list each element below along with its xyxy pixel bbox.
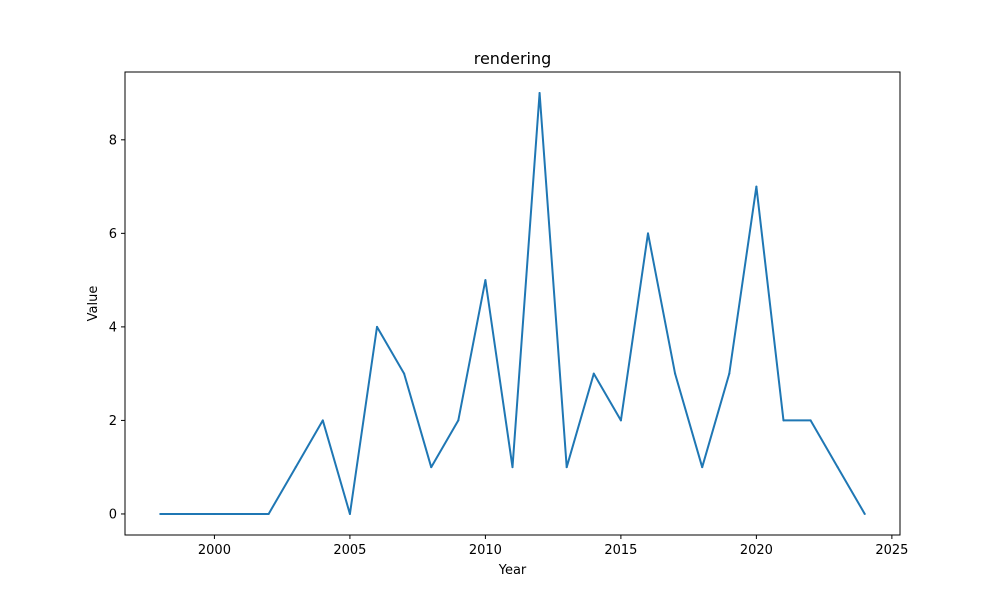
series-layer (159, 92, 866, 515)
data-point (213, 512, 216, 515)
x-tick-label: 2000 (198, 543, 231, 558)
data-point (267, 512, 270, 515)
data-point (186, 512, 189, 515)
x-axis: 2000 2005 2010 2015 2020 2025 (198, 535, 908, 558)
y-tick-label: 6 (109, 227, 117, 242)
data-point (430, 466, 433, 469)
data-point (674, 372, 677, 375)
data-point (782, 419, 785, 422)
data-point (457, 419, 460, 422)
y-tick-label: 0 (109, 507, 117, 522)
data-point (240, 512, 243, 515)
data-point (511, 466, 514, 469)
x-tick-label: 2025 (875, 543, 908, 558)
data-point (321, 419, 324, 422)
data-point (701, 466, 704, 469)
data-point (619, 419, 622, 422)
y-tick-label: 2 (109, 414, 117, 429)
data-point (646, 232, 649, 235)
data-point (376, 325, 379, 328)
data-point (755, 185, 758, 188)
data-point (348, 512, 351, 515)
y-tick-label: 4 (109, 320, 117, 335)
x-tick-label: 2015 (604, 543, 637, 558)
y-tick-label: 8 (109, 133, 117, 148)
data-point (809, 419, 812, 422)
data-point (159, 512, 162, 515)
data-point (592, 372, 595, 375)
data-point (565, 466, 568, 469)
x-tick-label: 2010 (469, 543, 502, 558)
chart-title: rendering (474, 49, 552, 68)
data-point (728, 372, 731, 375)
y-axis-label: Value (86, 286, 101, 322)
data-point (484, 279, 487, 282)
series-line (160, 92, 866, 515)
y-axis: 0 2 4 6 8 (109, 133, 125, 522)
x-tick-label: 2005 (333, 543, 366, 558)
x-axis-label: Year (498, 563, 527, 578)
data-point (863, 512, 866, 515)
x-tick-label: 2020 (740, 543, 773, 558)
data-point (403, 372, 406, 375)
plot-area (124, 71, 901, 536)
data-point (294, 466, 297, 469)
data-point (538, 92, 541, 95)
data-point (836, 466, 839, 469)
